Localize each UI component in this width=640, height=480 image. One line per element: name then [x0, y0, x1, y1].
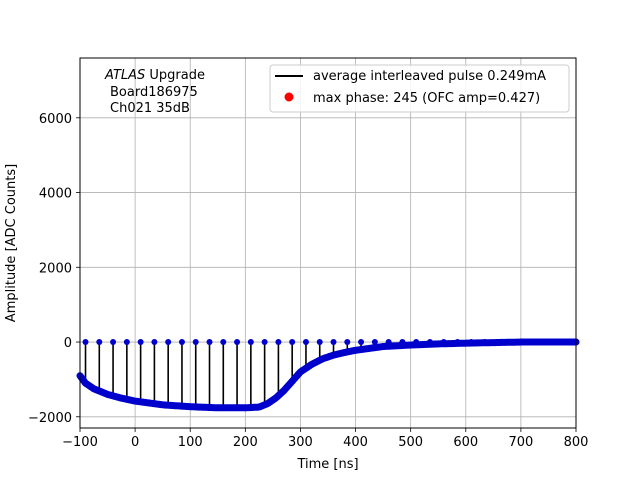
sample-marker-top	[344, 339, 351, 346]
x-tick-label: −100	[62, 435, 98, 450]
pulse-curve-point	[80, 377, 87, 383]
x-tick-label: 0	[131, 435, 139, 450]
sample-marker-top	[385, 339, 392, 346]
y-tick-label: 6000	[39, 112, 72, 127]
sample-marker-top	[358, 339, 365, 346]
sample-marker-top	[482, 339, 489, 346]
annotation-board: Board186975	[110, 85, 198, 100]
sample-marker-top	[192, 339, 199, 346]
y-axis-ticks: −2000 0 2000 4000 6000	[28, 112, 80, 426]
sample-marker-top	[509, 339, 516, 346]
sample-marker-top	[247, 339, 254, 346]
sample-marker-top	[495, 339, 502, 346]
legend: average interleaved pulse 0.249mA max ph…	[269, 64, 570, 113]
sample-marker-top	[371, 339, 378, 346]
y-tick-label: 4000	[39, 187, 72, 202]
sample-marker-top	[165, 339, 172, 346]
y-tick-label: 0	[64, 336, 72, 351]
sample-marker-top	[275, 339, 282, 346]
x-tick-label: 200	[233, 435, 258, 450]
y-axis-label: Amplitude [ADC Counts]	[4, 164, 19, 322]
y-tick-label: 2000	[39, 261, 72, 276]
pulse-curve-point	[282, 386, 288, 393]
sample-marker-top	[537, 339, 544, 346]
x-tick-label: 300	[288, 435, 313, 450]
annotation-experiment: ATLAS	[104, 68, 145, 83]
sample-marker-top	[440, 339, 447, 346]
sample-marker-top	[523, 339, 530, 346]
sample-markers	[82, 339, 571, 346]
sample-marker-top	[96, 339, 103, 346]
legend-entry-pulse: average interleaved pulse 0.249mA	[313, 69, 546, 84]
x-tick-label: 800	[564, 435, 589, 450]
y-tick-label: −2000	[28, 411, 72, 426]
pulse-curve-point	[285, 382, 292, 389]
annotation-channel: Ch021 35dB	[110, 101, 190, 116]
sample-marker-top	[289, 339, 296, 346]
sample-marker-top	[261, 339, 268, 346]
sample-marker-top	[220, 339, 227, 346]
plot-frame	[79, 57, 577, 429]
sample-marker-top	[82, 339, 89, 346]
sample-marker-top	[206, 339, 213, 346]
x-tick-label: 100	[178, 435, 203, 450]
sample-marker-top	[137, 339, 144, 346]
sample-marker-top	[234, 339, 241, 346]
sample-marker-top	[330, 339, 337, 346]
sample-marker-top	[426, 339, 433, 346]
sample-marker-top	[302, 339, 309, 346]
legend-box	[269, 64, 570, 113]
sample-marker-top	[564, 339, 571, 346]
x-axis-ticks: −100 0 100 200 300 400 500 600 700 800	[62, 428, 588, 450]
sample-marker-top	[123, 339, 130, 346]
x-tick-label: 700	[508, 435, 533, 450]
x-tick-label: 400	[343, 435, 368, 450]
sample-marker-top	[178, 339, 185, 346]
annotation-suffix: Upgrade	[145, 68, 205, 83]
sample-marker-top	[151, 339, 158, 346]
sample-marker-top	[468, 339, 475, 346]
sample-marker-top	[454, 339, 461, 346]
x-tick-label: 600	[453, 435, 478, 450]
x-tick-label: 500	[398, 435, 423, 450]
sample-marker-top	[550, 339, 557, 346]
atlas-annotation: ATLAS Upgrade Board186975 Ch021 35dB	[104, 68, 205, 116]
sample-marker-top	[316, 339, 323, 346]
legend-entry-max-phase: max phase: 245 (OFC amp=0.427)	[313, 91, 540, 106]
sample-marker-top	[110, 339, 117, 346]
legend-marker-swatch	[284, 92, 294, 102]
pulse-curve-point	[288, 379, 295, 385]
sample-marker-top	[399, 339, 406, 346]
sample-marker-top	[413, 339, 420, 346]
annotation-line-1: ATLAS Upgrade	[104, 68, 205, 83]
x-axis-label: Time [ns]	[296, 457, 358, 472]
pulse-curve-point	[292, 375, 298, 381]
